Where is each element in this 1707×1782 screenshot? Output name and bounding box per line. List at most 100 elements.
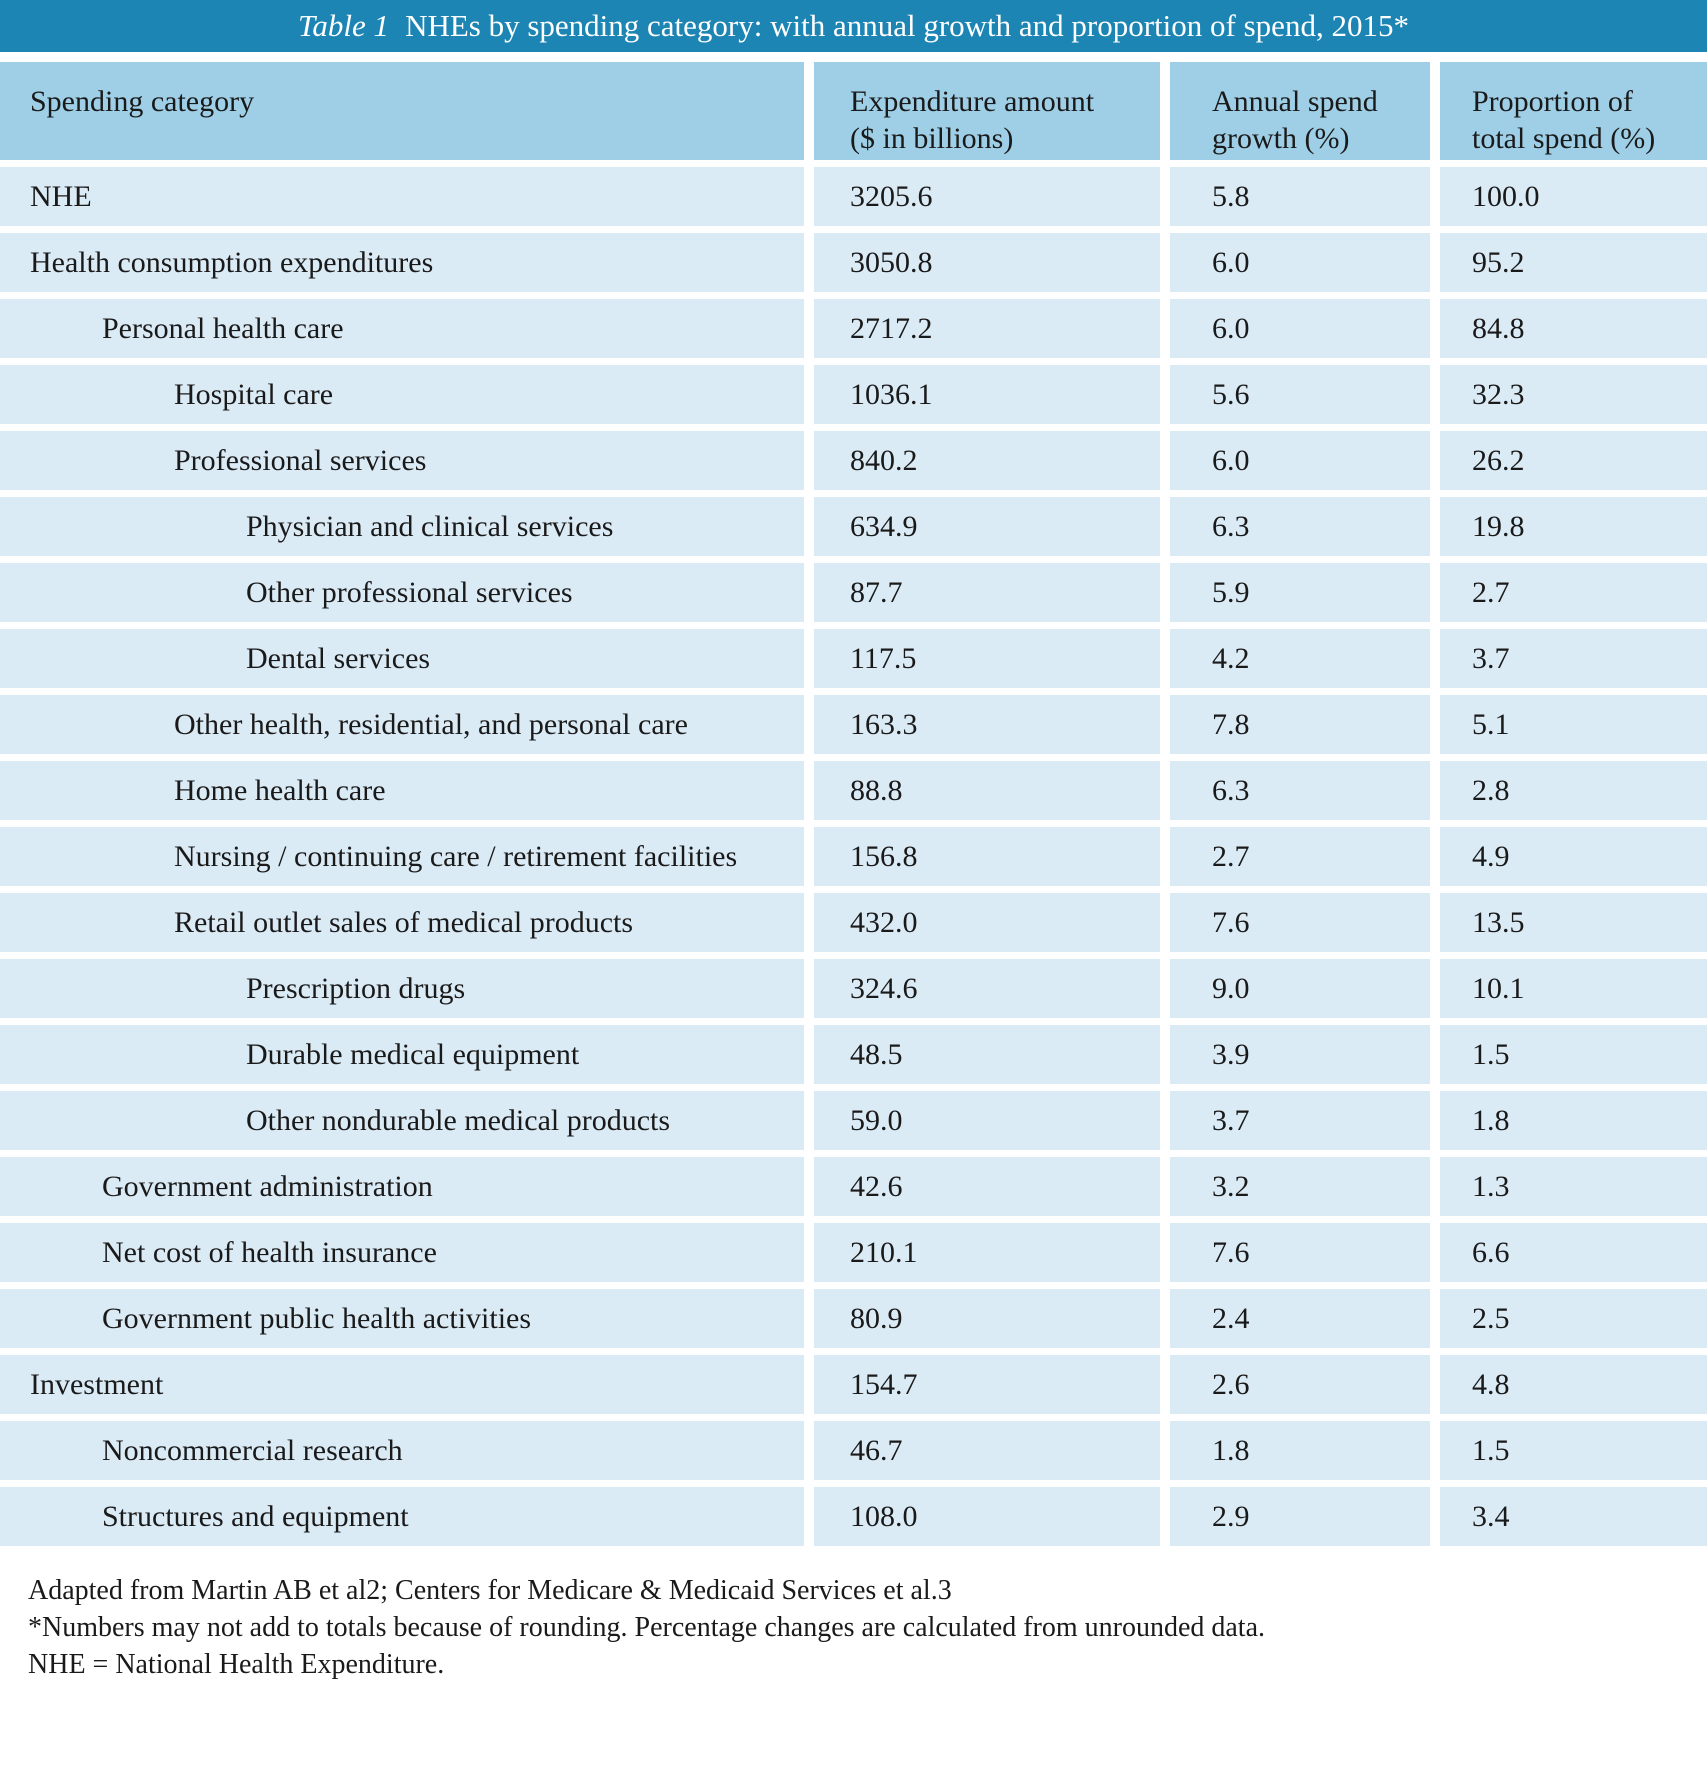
growth-cell: 2.9 [1170,1487,1430,1546]
expenditure-cell: 432.0 [814,893,1160,952]
proportion-cell: 2.7 [1440,563,1707,622]
category-cell: Other health, residential, and personal … [0,695,804,754]
column-header-proportion-of-total-spend: Proportion of total spend (%) [1440,62,1707,160]
category-cell: Government public health activities [0,1289,804,1348]
proportion-cell: 95.2 [1440,233,1707,292]
table-row: Home health care 88.8 6.3 2.8 [0,761,1707,820]
category-cell: Other nondurable medical products [0,1091,804,1150]
proportion-cell: 4.8 [1440,1355,1707,1414]
growth-cell: 6.0 [1170,299,1430,358]
table-row: Other health, residential, and personal … [0,695,1707,754]
expenditure-cell: 156.8 [814,827,1160,886]
table-row: Noncommercial research 46.7 1.8 1.5 [0,1421,1707,1480]
footnote-source: Adapted from Martin AB et al2; Centers f… [28,1575,952,1606]
expenditure-cell: 324.6 [814,959,1160,1018]
table-row: Professional services 840.2 6.0 26.2 [0,431,1707,490]
table-title-bar: Table 1 NHEs by spending category: with … [0,0,1707,52]
table-row: Government administration 42.6 3.2 1.3 [0,1157,1707,1216]
footnote-rounding: *Numbers may not add to totals because o… [28,1612,1266,1644]
expenditure-cell: 88.8 [814,761,1160,820]
growth-cell: 2.4 [1170,1289,1430,1348]
expenditure-cell: 154.7 [814,1355,1160,1414]
proportion-cell: 3.7 [1440,629,1707,688]
growth-cell: 3.9 [1170,1025,1430,1084]
category-cell: Nursing / continuing care / retirement f… [0,827,804,886]
proportion-cell: 2.8 [1440,761,1707,820]
table-row: Prescription drugs 324.6 9.0 10.1 [0,959,1707,1018]
expenditure-cell: 163.3 [814,695,1160,754]
category-cell: Professional services [0,431,804,490]
table-header-row: Spending category Expenditure amount ($ … [0,62,1707,160]
expenditure-cell: 108.0 [814,1487,1160,1546]
expenditure-cell: 3205.6 [814,167,1160,226]
expenditure-cell: 48.5 [814,1025,1160,1084]
proportion-cell: 2.5 [1440,1289,1707,1348]
growth-cell: 7.6 [1170,1223,1430,1282]
category-cell: Retail outlet sales of medical products [0,893,804,952]
table-row: Nursing / continuing care / retirement f… [0,827,1707,886]
table-title-label: Table 1 [298,8,390,43]
category-cell: Personal health care [0,299,804,358]
table-row: Investment 154.7 2.6 4.8 [0,1355,1707,1414]
proportion-cell: 1.8 [1440,1091,1707,1150]
table-row: Retail outlet sales of medical products … [0,893,1707,952]
category-cell: Durable medical equipment [0,1025,804,1084]
expenditure-cell: 1036.1 [814,365,1160,424]
expenditure-cell: 210.1 [814,1223,1160,1282]
proportion-cell: 1.5 [1440,1025,1707,1084]
growth-cell: 2.6 [1170,1355,1430,1414]
proportion-cell: 84.8 [1440,299,1707,358]
column-header-annual-spend-growth: Annual spend growth (%) [1170,62,1430,160]
expenditure-cell: 634.9 [814,497,1160,556]
growth-cell: 6.3 [1170,761,1430,820]
footnote-abbreviation: NHE = National Health Expenditure. [28,1649,445,1681]
expenditure-cell: 42.6 [814,1157,1160,1216]
table-row: Durable medical equipment 48.5 3.9 1.5 [0,1025,1707,1084]
table-row: Government public health activities 80.9… [0,1289,1707,1348]
nhe-table: Spending category Expenditure amount ($ … [0,62,1707,1546]
proportion-cell: 13.5 [1440,893,1707,952]
table-row: NHE 3205.6 5.8 100.0 [0,167,1707,226]
growth-cell: 3.7 [1170,1091,1430,1150]
category-cell: Hospital care [0,365,804,424]
growth-cell: 4.2 [1170,629,1430,688]
growth-cell: 5.6 [1170,365,1430,424]
expenditure-cell: 3050.8 [814,233,1160,292]
proportion-cell: 3.4 [1440,1487,1707,1546]
proportion-cell: 5.1 [1440,695,1707,754]
growth-cell: 6.3 [1170,497,1430,556]
expenditure-cell: 117.5 [814,629,1160,688]
table-row: Personal health care 2717.2 6.0 84.8 [0,299,1707,358]
expenditure-cell: 46.7 [814,1421,1160,1480]
proportion-cell: 32.3 [1440,365,1707,424]
table-row: Structures and equipment 108.0 2.9 3.4 [0,1487,1707,1546]
proportion-cell: 100.0 [1440,167,1707,226]
category-cell: Other professional services [0,563,804,622]
table-title-text: NHEs by spending category: with annual g… [405,8,1409,43]
category-cell: Noncommercial research [0,1421,804,1480]
growth-cell: 5.9 [1170,563,1430,622]
category-cell: Physician and clinical services [0,497,804,556]
proportion-cell: 19.8 [1440,497,1707,556]
category-cell: Government administration [0,1157,804,1216]
growth-cell: 9.0 [1170,959,1430,1018]
proportion-cell: 1.5 [1440,1421,1707,1480]
growth-cell: 6.0 [1170,233,1430,292]
growth-cell: 2.7 [1170,827,1430,886]
expenditure-cell: 87.7 [814,563,1160,622]
expenditure-cell: 2717.2 [814,299,1160,358]
proportion-cell: 4.9 [1440,827,1707,886]
table-row: Other professional services 87.7 5.9 2.7 [0,563,1707,622]
table-row: Physician and clinical services 634.9 6.… [0,497,1707,556]
table-row: Net cost of health insurance 210.1 7.6 6… [0,1223,1707,1282]
growth-cell: 5.8 [1170,167,1430,226]
growth-cell: 7.8 [1170,695,1430,754]
expenditure-cell: 840.2 [814,431,1160,490]
growth-cell: 7.6 [1170,893,1430,952]
column-header-expenditure-amount: Expenditure amount ($ in billions) [814,62,1160,160]
table-row: Dental services 117.5 4.2 3.7 [0,629,1707,688]
category-cell: Home health care [0,761,804,820]
proportion-cell: 26.2 [1440,431,1707,490]
proportion-cell: 6.6 [1440,1223,1707,1282]
